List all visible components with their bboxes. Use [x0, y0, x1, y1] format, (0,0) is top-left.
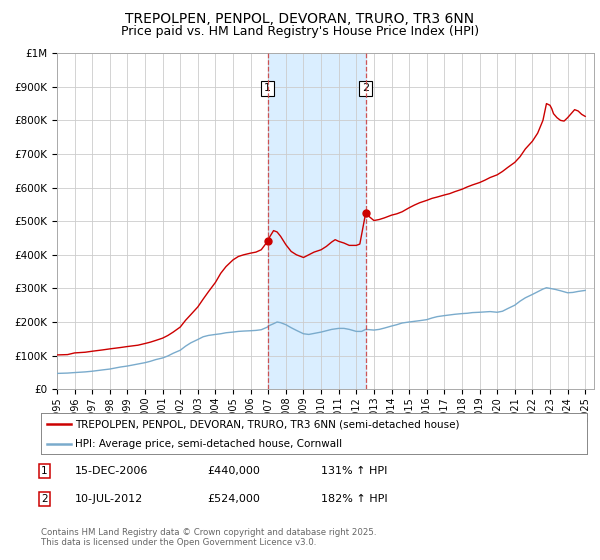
Text: 131% ↑ HPI: 131% ↑ HPI	[321, 466, 388, 476]
Text: 2: 2	[41, 494, 47, 504]
Text: 182% ↑ HPI: 182% ↑ HPI	[321, 494, 388, 504]
Text: 1: 1	[41, 466, 47, 476]
Text: TREPOLPEN, PENPOL, DEVORAN, TRURO, TR3 6NN: TREPOLPEN, PENPOL, DEVORAN, TRURO, TR3 6…	[125, 12, 475, 26]
Text: 2: 2	[362, 83, 369, 94]
Text: Price paid vs. HM Land Registry's House Price Index (HPI): Price paid vs. HM Land Registry's House …	[121, 25, 479, 38]
Text: HPI: Average price, semi-detached house, Cornwall: HPI: Average price, semi-detached house,…	[74, 438, 342, 449]
Bar	[268, 53, 365, 389]
Text: 10-JUL-2012: 10-JUL-2012	[75, 494, 143, 504]
Text: £524,000: £524,000	[207, 494, 260, 504]
Text: 1: 1	[264, 83, 271, 94]
Text: TREPOLPEN, PENPOL, DEVORAN, TRURO, TR3 6NN (semi-detached house): TREPOLPEN, PENPOL, DEVORAN, TRURO, TR3 6…	[74, 419, 459, 429]
Text: 15-DEC-2006: 15-DEC-2006	[75, 466, 148, 476]
Text: Contains HM Land Registry data © Crown copyright and database right 2025.
This d: Contains HM Land Registry data © Crown c…	[41, 528, 376, 547]
Text: £440,000: £440,000	[207, 466, 260, 476]
